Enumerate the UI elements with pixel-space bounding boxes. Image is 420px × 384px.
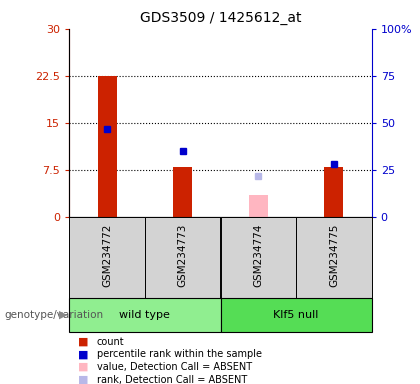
Bar	[97, 76, 116, 217]
Text: wild type: wild type	[119, 310, 171, 320]
Bar	[69, 217, 145, 298]
Text: ▶: ▶	[59, 310, 67, 320]
Bar	[296, 217, 372, 298]
Text: GSM234773: GSM234773	[178, 224, 188, 287]
Bar	[145, 217, 220, 298]
Bar	[249, 195, 268, 217]
Bar	[69, 298, 220, 332]
Text: GSM234774: GSM234774	[253, 224, 263, 287]
Bar	[220, 298, 372, 332]
Text: ■: ■	[78, 349, 88, 359]
Bar	[220, 217, 296, 298]
Text: count: count	[97, 337, 124, 347]
Bar	[325, 167, 344, 217]
Text: GSM234775: GSM234775	[329, 224, 339, 287]
Bar	[173, 167, 192, 217]
Text: ■: ■	[78, 337, 88, 347]
Text: ■: ■	[78, 362, 88, 372]
Title: GDS3509 / 1425612_at: GDS3509 / 1425612_at	[140, 11, 301, 25]
Text: GSM234772: GSM234772	[102, 224, 112, 287]
Text: ■: ■	[78, 375, 88, 384]
Text: genotype/variation: genotype/variation	[4, 310, 103, 320]
Text: value, Detection Call = ABSENT: value, Detection Call = ABSENT	[97, 362, 252, 372]
Text: percentile rank within the sample: percentile rank within the sample	[97, 349, 262, 359]
Text: rank, Detection Call = ABSENT: rank, Detection Call = ABSENT	[97, 375, 247, 384]
Text: Klf5 null: Klf5 null	[273, 310, 319, 320]
